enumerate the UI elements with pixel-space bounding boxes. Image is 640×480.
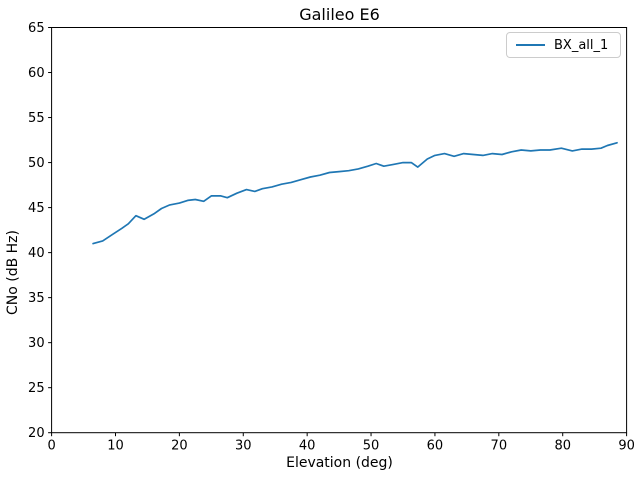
svg-text:20: 20 <box>171 439 188 454</box>
svg-text:60: 60 <box>427 439 444 454</box>
svg-text:25: 25 <box>28 381 45 396</box>
svg-text:55: 55 <box>28 111 45 126</box>
svg-text:65: 65 <box>28 21 45 36</box>
svg-text:50: 50 <box>363 439 380 454</box>
series-BX_all_1 <box>92 141 618 245</box>
svg-text:20: 20 <box>28 426 45 441</box>
svg-text:40: 40 <box>28 246 45 261</box>
y-axis-label-text: CNo (dB Hz) <box>5 229 21 316</box>
svg-text:60: 60 <box>28 66 45 81</box>
legend-line-sample-icon <box>516 44 545 46</box>
svg-text:30: 30 <box>235 439 252 454</box>
svg-text:45: 45 <box>28 201 45 216</box>
chart-title: Galileo E6 <box>299 5 380 24</box>
svg-text:0: 0 <box>47 439 55 454</box>
svg-text:50: 50 <box>28 156 45 171</box>
svg-text:40: 40 <box>299 439 316 454</box>
legend: BX_all_1 <box>506 32 621 58</box>
svg-text:30: 30 <box>28 336 45 351</box>
svg-text:35: 35 <box>28 291 45 306</box>
legend-label: BX_all_1 <box>554 37 609 53</box>
svg-text:70: 70 <box>491 439 508 454</box>
x-axis-label: Elevation (deg) <box>286 455 393 471</box>
svg-text:90: 90 <box>618 439 635 454</box>
svg-text:80: 80 <box>554 439 571 454</box>
svg-text:10: 10 <box>107 439 124 454</box>
